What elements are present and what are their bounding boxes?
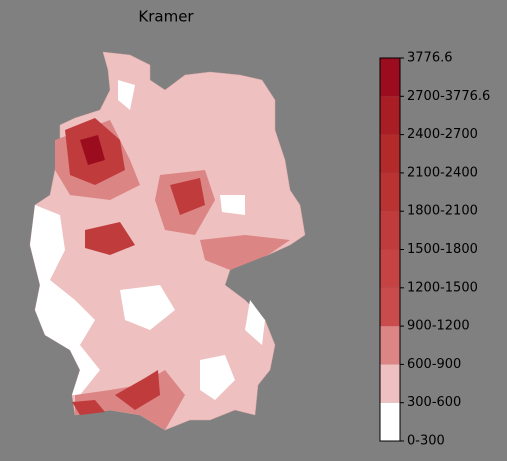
- colorbar: 0-300 300-600 600-900 900-1200 1200-1500 1500…: [379, 51, 490, 449]
- region-low: [118, 80, 135, 110]
- region-low: [220, 195, 245, 215]
- colorbar-segment: [380, 402, 400, 441]
- colorbar-label: 3776.6: [407, 51, 453, 66]
- colorbar-label: 2100-2400: [407, 165, 478, 180]
- region-high: [72, 400, 105, 415]
- colorbar-label: 900-1200: [407, 319, 470, 334]
- region-low: [245, 300, 265, 345]
- region-high: [80, 135, 105, 165]
- colorbar-label: 1200-1500: [407, 280, 478, 295]
- colorbar-segment: [380, 326, 400, 365]
- colorbar-segment: [380, 211, 400, 250]
- colorbar-label: 0-300: [407, 434, 445, 449]
- region-low: [30, 205, 100, 395]
- colorbar-segment: [380, 96, 400, 135]
- region-high: [85, 222, 135, 255]
- colorbar-segment: [380, 172, 400, 212]
- colorbar-segment: [380, 58, 400, 97]
- region-high: [170, 178, 205, 215]
- map: [29, 51, 306, 431]
- colorbar-segment: [380, 249, 400, 288]
- region-mid: [200, 235, 290, 270]
- colorbar-label: 1800-2100: [407, 204, 478, 219]
- colorbar-segment: [380, 134, 400, 173]
- region-low: [120, 285, 175, 330]
- colorbar-segment: [380, 364, 400, 403]
- region-low: [200, 355, 235, 400]
- chart-title: Kramer: [138, 8, 194, 26]
- colorbar-label: 1500-1800: [407, 242, 478, 257]
- colorbar-label: 2400-2700: [407, 127, 478, 142]
- colorbar-label: 2700-3776.6: [407, 89, 490, 104]
- colorbar-segment: [380, 287, 400, 327]
- colorbar-label: 600-900: [407, 357, 461, 372]
- colorbar-label: 300-600: [407, 395, 461, 410]
- region-high: [115, 370, 160, 410]
